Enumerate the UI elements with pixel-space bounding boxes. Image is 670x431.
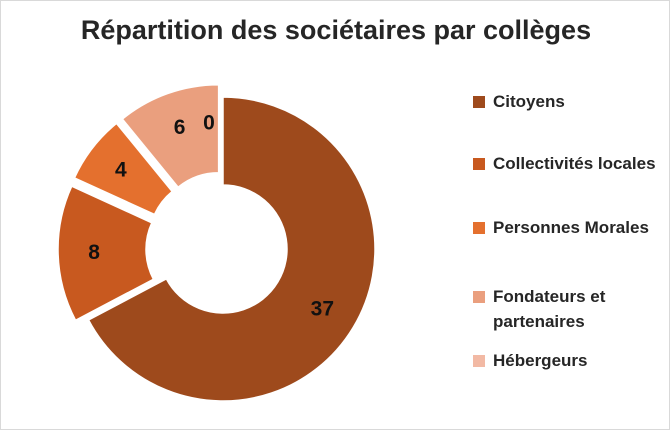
legend-item-fondateurs-partenaires: Fondateurs et partenaires	[473, 284, 623, 334]
chart-title: Répartition des sociétaires par collèges	[80, 15, 592, 45]
legend-item-collectivites-locales: Collectivités locales	[473, 151, 670, 176]
legend-swatch	[473, 355, 485, 367]
data-label-fondateurs-partenaires: 6	[174, 116, 186, 139]
legend-swatch	[473, 291, 485, 303]
slice-citoyens	[87, 96, 376, 402]
legend-swatch	[473, 96, 485, 108]
slice-fondateurs-partenaires	[121, 84, 220, 189]
data-label-personnes-morales: 4	[115, 159, 127, 182]
data-label-citoyens: 37	[311, 297, 334, 320]
slice-personnes-morales	[73, 122, 174, 216]
legend-swatch	[473, 222, 485, 234]
slice-collectivites-locales	[57, 185, 155, 322]
legend-item-citoyens: Citoyens	[473, 89, 670, 114]
legend-swatch	[473, 158, 485, 170]
data-label-collectivites-locales: 8	[88, 241, 100, 264]
legend-item-hebergeurs: Hébergeurs	[473, 348, 670, 373]
data-label-hebergeurs: 0	[203, 112, 215, 135]
legend-item-personnes-morales: Personnes Morales	[473, 215, 670, 240]
